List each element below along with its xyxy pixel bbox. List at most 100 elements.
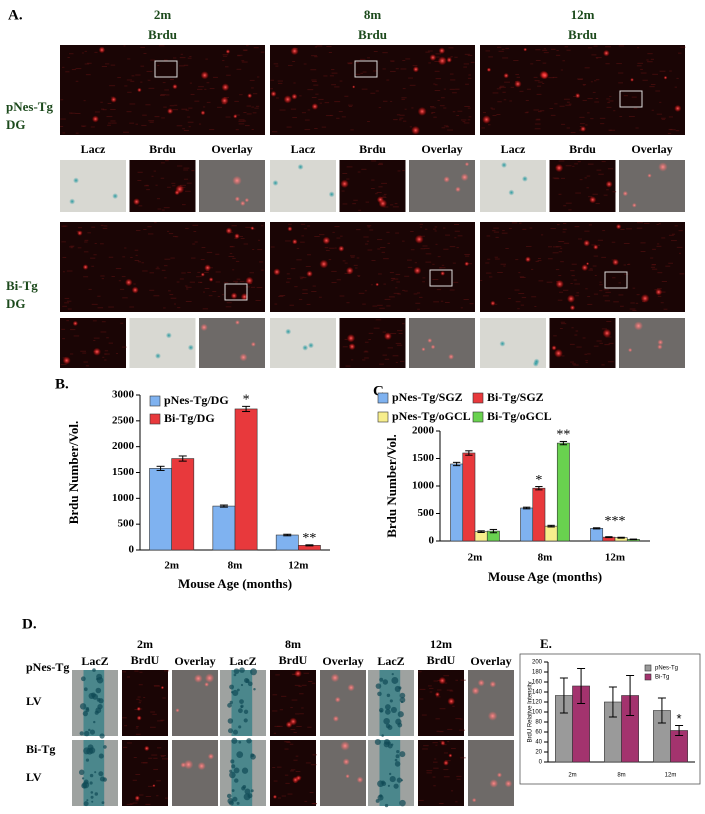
texture	[618, 282, 622, 284]
texture	[439, 731, 444, 733]
texture	[61, 328, 66, 330]
cell	[144, 745, 150, 752]
texture	[68, 53, 74, 55]
texture	[434, 226, 438, 228]
texture	[111, 122, 117, 124]
texture	[303, 63, 307, 65]
micrograph-bg	[320, 670, 366, 736]
texture	[340, 235, 343, 237]
row-label: DG	[6, 296, 26, 311]
texture	[455, 88, 460, 90]
texture	[481, 127, 485, 129]
texture	[293, 82, 296, 84]
texture	[373, 327, 380, 329]
texture	[62, 132, 66, 134]
texture	[431, 112, 434, 114]
texture	[307, 225, 311, 227]
texture	[497, 272, 503, 274]
texture	[78, 227, 83, 229]
texture	[278, 797, 282, 799]
texture	[181, 204, 186, 206]
texture	[626, 228, 632, 230]
texture	[154, 222, 157, 224]
texture	[145, 796, 152, 798]
texture	[396, 281, 400, 283]
texture	[660, 291, 666, 293]
texture	[570, 132, 576, 134]
cell	[234, 233, 240, 239]
y-tick-label: 0	[429, 535, 435, 547]
legend-label: Bi-Tg/SGZ	[487, 390, 544, 404]
texture	[520, 304, 525, 306]
texture	[133, 283, 136, 285]
cell	[319, 259, 329, 269]
texture	[311, 803, 317, 805]
texture	[674, 225, 678, 227]
texture	[348, 106, 353, 108]
micrograph	[480, 160, 546, 212]
texture	[492, 114, 497, 116]
cell	[589, 196, 597, 204]
texture	[443, 675, 450, 677]
y-tick-label: 2000	[412, 425, 435, 437]
texture	[463, 298, 469, 300]
cell	[375, 799, 380, 803]
cell	[243, 718, 248, 723]
texture	[152, 713, 157, 715]
texture	[444, 302, 450, 304]
texture	[204, 271, 209, 273]
texture	[81, 125, 87, 127]
texture	[599, 290, 603, 292]
texture	[419, 698, 424, 700]
texture	[585, 361, 588, 363]
texture	[646, 59, 649, 61]
texture	[108, 306, 114, 308]
texture	[552, 252, 559, 254]
error-bar	[156, 465, 165, 471]
cell	[346, 334, 356, 343]
texture	[378, 273, 382, 275]
cell	[94, 792, 99, 796]
texture	[197, 271, 201, 273]
texture	[570, 361, 575, 363]
texture	[378, 162, 383, 164]
x-axis-label: Mouse Age (months)	[178, 576, 292, 591]
texture	[124, 247, 127, 249]
texture	[448, 47, 454, 49]
cell	[242, 785, 247, 789]
texture	[542, 83, 545, 85]
texture	[575, 295, 579, 297]
cell	[387, 725, 393, 731]
texture	[250, 286, 256, 288]
cell	[533, 358, 540, 365]
texture	[566, 49, 571, 51]
texture	[270, 246, 275, 248]
texture	[71, 69, 77, 71]
cell	[82, 711, 88, 717]
texture	[570, 282, 573, 284]
micrograph	[418, 670, 466, 736]
texture	[379, 363, 384, 365]
texture	[410, 231, 414, 233]
texture	[236, 278, 241, 280]
texture	[75, 113, 81, 115]
texture	[290, 769, 296, 771]
texture	[502, 91, 506, 93]
texture	[635, 302, 639, 304]
texture	[135, 123, 139, 125]
micrograph	[480, 318, 546, 368]
texture	[460, 757, 466, 759]
texture	[609, 129, 616, 131]
column-header: BrdU	[279, 653, 308, 667]
texture	[284, 774, 289, 776]
texture	[382, 195, 386, 197]
cell	[229, 771, 236, 779]
texture	[604, 300, 611, 302]
texture	[435, 243, 438, 245]
texture	[599, 117, 606, 119]
error-bar	[178, 455, 187, 462]
texture	[416, 292, 421, 294]
texture	[64, 297, 70, 299]
legend-swatch	[149, 395, 161, 407]
texture	[303, 228, 308, 230]
